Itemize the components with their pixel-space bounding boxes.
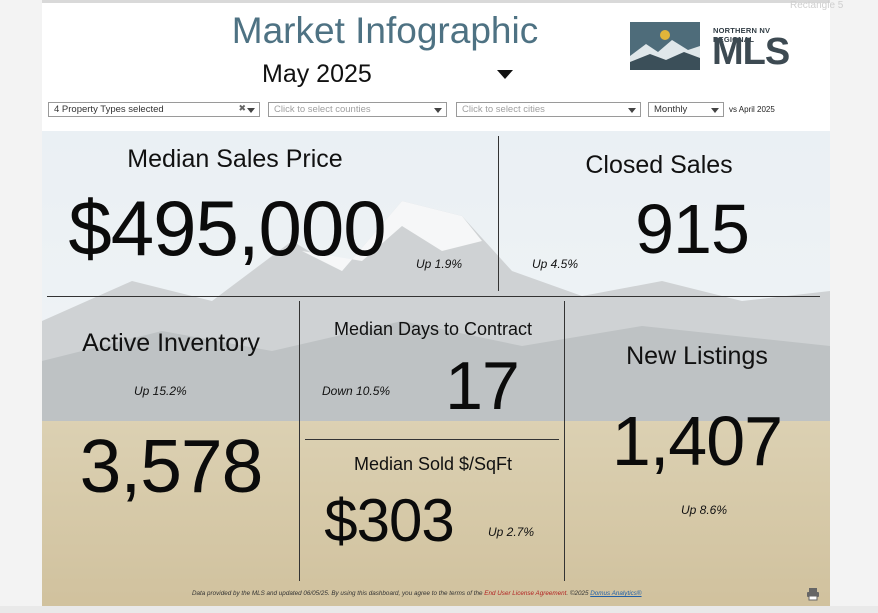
domus-link[interactable]: Domus Analytics® bbox=[590, 590, 642, 597]
median-sqft-change: Up 2.7% bbox=[488, 525, 535, 539]
median-days-change: Down 10.5% bbox=[322, 384, 391, 398]
top-border bbox=[0, 0, 878, 3]
counties-placeholder: Click to select counties bbox=[274, 104, 371, 115]
divider bbox=[498, 136, 499, 291]
mls-logo: NORTHERN NV REGIONAL MLS bbox=[630, 22, 810, 73]
divider bbox=[564, 301, 565, 581]
new-listings-value: 1,407 bbox=[611, 402, 783, 480]
bottom-margin bbox=[0, 606, 878, 613]
footer-text: Data provided by the MLS and updated 06/… bbox=[192, 590, 485, 597]
kpi-board: Median Sales Price $495,000 Up 1.9% Clos… bbox=[42, 131, 830, 606]
property-types-filter[interactable]: 4 Property Types selected ✖ bbox=[48, 102, 260, 117]
median-sales-price-change: Up 1.9% bbox=[416, 257, 463, 271]
property-types-value: 4 Property Types selected bbox=[54, 104, 164, 115]
median-days-value: 17 bbox=[445, 348, 520, 424]
closed-sales-change: Up 4.5% bbox=[532, 257, 579, 271]
footer-disclaimer: Data provided by the MLS and updated 06/… bbox=[192, 590, 642, 597]
right-margin bbox=[830, 0, 878, 613]
mountain-background-image bbox=[42, 131, 830, 606]
new-listings-title: New Listings bbox=[626, 342, 768, 370]
chevron-down-icon[interactable] bbox=[497, 70, 513, 79]
eula-link[interactable]: End User License Agreement bbox=[484, 590, 567, 597]
cities-placeholder: Click to select cities bbox=[462, 104, 545, 115]
chevron-down-icon[interactable] bbox=[434, 108, 442, 113]
new-listings-change: Up 8.6% bbox=[681, 503, 728, 517]
chevron-down-icon[interactable] bbox=[628, 108, 636, 113]
divider bbox=[305, 439, 559, 440]
closed-sales-value: 915 bbox=[635, 190, 750, 268]
median-sqft-value: $303 bbox=[324, 487, 454, 554]
left-margin bbox=[0, 0, 42, 613]
period-filter[interactable]: Monthly bbox=[648, 102, 724, 117]
mountain-logo-icon bbox=[630, 22, 700, 70]
median-sales-price-value: $495,000 bbox=[68, 184, 386, 272]
clear-icon[interactable]: ✖ bbox=[238, 103, 246, 113]
ghost-tab-label: Rectangle 5 bbox=[790, 0, 844, 11]
printer-icon[interactable] bbox=[806, 587, 820, 601]
median-sqft-title: Median Sold $/SqFt bbox=[353, 454, 513, 474]
divider bbox=[47, 296, 820, 297]
footer-text-2: . ©2025 bbox=[566, 590, 591, 597]
active-inventory-title: Active Inventory bbox=[82, 329, 260, 357]
comparison-label: vs April 2025 bbox=[729, 105, 775, 114]
page-title: Market Infographic bbox=[231, 10, 539, 51]
period-value: Monthly bbox=[654, 104, 688, 115]
chevron-down-icon[interactable] bbox=[247, 108, 255, 113]
month-selector-value[interactable]: May 2025 bbox=[262, 60, 372, 88]
logo-wordmark: MLS bbox=[712, 31, 790, 73]
median-sales-price-title: Median Sales Price bbox=[127, 145, 343, 173]
divider bbox=[299, 301, 300, 581]
cities-filter[interactable]: Click to select cities bbox=[456, 102, 641, 117]
chevron-down-icon[interactable] bbox=[711, 108, 719, 113]
active-inventory-value: 3,578 bbox=[79, 424, 264, 508]
logo-tagline: NORTHERN NV REGIONAL bbox=[713, 26, 771, 44]
closed-sales-title: Closed Sales bbox=[585, 151, 733, 179]
median-days-title: Median Days to Contract bbox=[333, 319, 533, 339]
active-inventory-change: Up 15.2% bbox=[134, 384, 187, 398]
counties-filter[interactable]: Click to select counties bbox=[268, 102, 447, 117]
